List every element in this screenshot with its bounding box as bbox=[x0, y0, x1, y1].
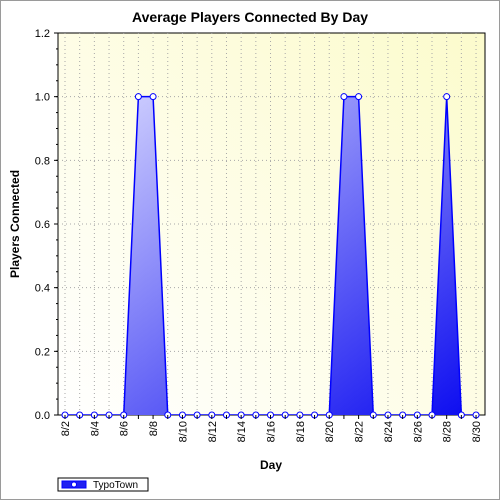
x-tick-label: 8/22 bbox=[354, 421, 366, 442]
data-point bbox=[149, 93, 157, 101]
y-tick-label: 0.6 bbox=[35, 219, 50, 231]
series-area bbox=[65, 95, 477, 415]
data-point bbox=[134, 93, 142, 101]
x-tick-label: 8/24 bbox=[383, 421, 395, 442]
y-tick-label: 1.0 bbox=[35, 92, 50, 104]
x-tick-label: 8/26 bbox=[412, 421, 424, 442]
x-tick-label: 8/8 bbox=[148, 421, 160, 436]
legend: TypoTown bbox=[57, 477, 149, 492]
legend-swatch-icon bbox=[61, 480, 87, 489]
x-axis: 8/2 8/4 8/6 8/8 8/10 8/12 8/14 8/16 8/18 8/20 8/22… bbox=[60, 415, 483, 442]
series-area-fill bbox=[65, 96, 477, 415]
data-point bbox=[355, 93, 363, 101]
x-tick-label: 8/28 bbox=[442, 421, 454, 442]
x-tick-label: 8/12 bbox=[207, 421, 219, 442]
y-axis: 0.0 0.2 0.4 0.6 0.8 1.0 1.2 bbox=[35, 28, 58, 422]
series-line bbox=[65, 95, 477, 415]
data-point bbox=[340, 93, 348, 101]
x-tick-label: 8/4 bbox=[89, 421, 101, 436]
y-tick-label: 0.8 bbox=[35, 155, 50, 167]
x-tick-label: 8/16 bbox=[266, 421, 278, 442]
y-tick-label: 1.2 bbox=[35, 28, 50, 40]
chart-title: Average Players Connected By Day bbox=[132, 9, 368, 25]
x-tick-label: 8/20 bbox=[324, 421, 336, 442]
y-tick-label: 0.0 bbox=[35, 410, 50, 422]
legend-label: TypoTown bbox=[93, 480, 138, 491]
x-tick-label: 8/6 bbox=[119, 421, 131, 436]
x-axis-label: Day bbox=[260, 458, 282, 472]
data-point bbox=[443, 93, 451, 101]
y-axis-label: Players Connected bbox=[8, 170, 22, 278]
y-tick-label: 0.4 bbox=[35, 283, 50, 295]
x-tick-label: 8/10 bbox=[177, 421, 189, 442]
x-tick-label: 8/18 bbox=[295, 421, 307, 442]
x-tick-label: 8/30 bbox=[471, 421, 483, 442]
x-tick-label: 8/2 bbox=[60, 421, 72, 436]
x-tick-label: 8/14 bbox=[236, 421, 248, 442]
y-tick-label: 0.2 bbox=[35, 346, 50, 358]
